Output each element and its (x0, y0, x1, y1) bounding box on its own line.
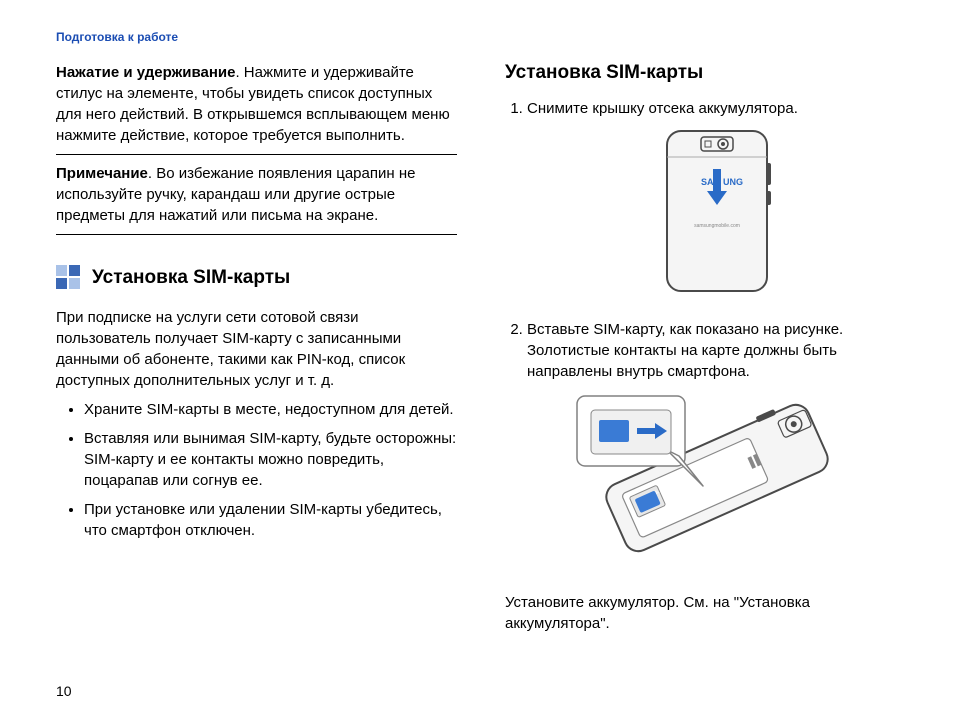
note-term: Примечание (56, 165, 148, 182)
right-column: Установка SIM-карты Снимите крышку отсек… (505, 62, 906, 640)
section-heading-row: Установка SIM-карты (56, 265, 457, 291)
left-column: Нажатие и удерживание. Нажмите и удержив… (56, 62, 457, 640)
right-heading: Установка SIM-карты (505, 62, 906, 84)
section-squares-icon (56, 265, 82, 291)
note-paragraph: Примечание. Во избежание появления царап… (56, 163, 457, 226)
install-steps: Снимите крышку отсека аккумулятора. (505, 98, 906, 576)
divider-bottom (56, 234, 457, 235)
page-header: Подготовка к работе (56, 30, 906, 44)
list-item: Храните SIM-карты в месте, недоступном д… (84, 399, 457, 420)
step-2: Вставьте SIM-карту, как показано на рису… (527, 319, 906, 576)
sim-intro-paragraph: При подписке на услуги сети сотовой связ… (56, 307, 457, 391)
section-title: Установка SIM-карты (92, 267, 290, 289)
sim-bullets: Храните SIM-карты в месте, недоступном д… (56, 399, 457, 541)
list-item: Вставляя или вынимая SIM-карту, будьте о… (84, 428, 457, 491)
step-1-text: Снимите крышку отсека аккумулятора. (527, 100, 798, 117)
figure-remove-cover: SA UNG samsungmobile.com (527, 127, 906, 303)
step-2-text: Вставьте SIM-карту, как показано на рису… (527, 321, 843, 380)
divider-top (56, 154, 457, 155)
svg-text:UNG: UNG (723, 177, 743, 187)
figure-insert-sim (527, 390, 906, 576)
after-step-text: Установите аккумулятор. См. на "Установк… (505, 592, 906, 634)
page-number: 10 (56, 683, 72, 699)
list-item: При установке или удалении SIM-карты убе… (84, 499, 457, 541)
two-column-layout: Нажатие и удерживание. Нажмите и удержив… (56, 62, 906, 640)
tap-hold-paragraph: Нажатие и удерживание. Нажмите и удержив… (56, 62, 457, 146)
tap-hold-term: Нажатие и удерживание (56, 64, 235, 81)
svg-text:samsungmobile.com: samsungmobile.com (694, 223, 740, 229)
step-1: Снимите крышку отсека аккумулятора. (527, 98, 906, 303)
svg-text:SA: SA (701, 177, 714, 187)
